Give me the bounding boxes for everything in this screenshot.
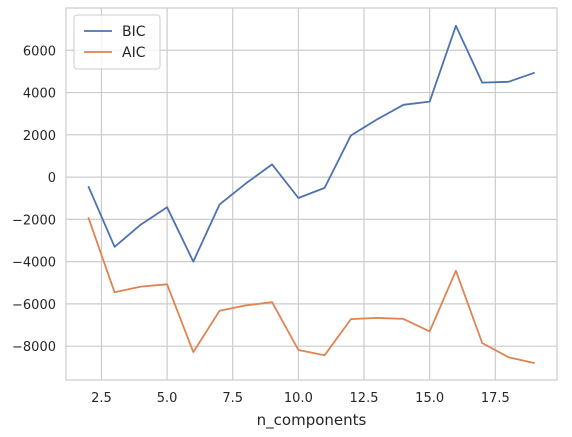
y-tick-label: −8000 [12,340,56,355]
y-tick-label: 4000 [23,87,56,102]
legend: BIC AIC [73,14,161,70]
legend-label-bic: BIC [122,24,146,40]
x-tick-label: 17.5 [481,391,510,406]
plot-frame [65,7,558,381]
x-axis-label: n_components [257,411,367,430]
y-tick-label: 6000 [23,44,56,59]
x-tick-label: 7.5 [222,391,243,406]
x-tick-label: 15.0 [415,391,444,406]
x-tick-label: 2.5 [91,391,112,406]
x-tick-label: 10.0 [284,391,313,406]
series-lines [87,24,535,364]
x-tick-labels: 2.5 5.0 7.5 10.0 12.5 15.0 17.5 [91,391,510,406]
y-tick-label: −4000 [12,256,56,271]
y-tick-label: −2000 [12,213,56,228]
series-line-bic [87,24,535,263]
y-tick-label: 2000 [23,129,56,144]
legend-box [73,14,161,70]
x-tick-label: 5.0 [157,391,178,406]
y-tick-label: −6000 [12,298,56,313]
y-tick-label: 0 [48,171,56,186]
x-tick-label: 12.5 [350,391,379,406]
legend-label-aic: AIC [122,45,146,61]
y-tick-labels: −8000 −6000 −4000 −2000 0 2000 4000 6000 [12,44,56,355]
series-line-aic [87,217,535,364]
